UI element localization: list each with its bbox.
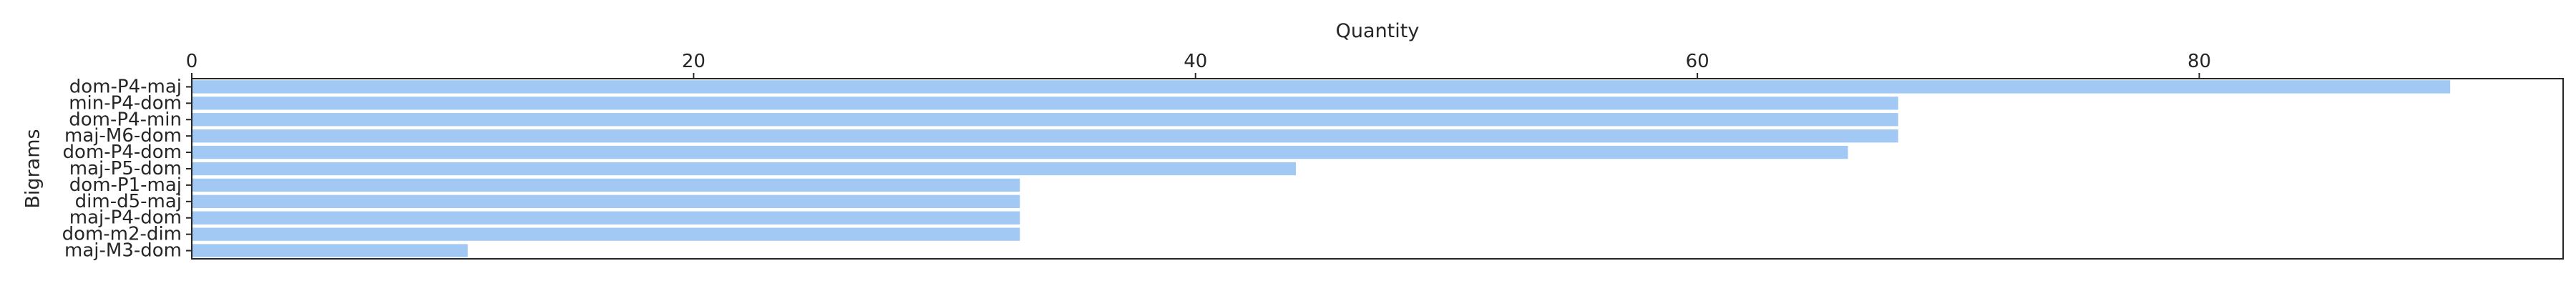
- y-tick-label: min-P4-dom: [69, 92, 182, 114]
- x-tick-label: 20: [682, 51, 706, 72]
- x-tick-label: 60: [1686, 51, 1709, 72]
- bar-dom-P4-min: [192, 113, 1898, 127]
- y-tick-label: maj-P4-dom: [69, 207, 182, 229]
- plot-frame: [191, 78, 2564, 260]
- x-axis-ticks: 0 20 40 60 80: [186, 51, 2211, 79]
- bar-dom-P4-dom: [192, 145, 1848, 159]
- bar-maj-P5-dom: [192, 162, 1297, 176]
- x-tick-label: 0: [186, 51, 198, 72]
- y-tick-label: dom-P4-maj: [69, 76, 182, 97]
- y-tick-label: dom-P1-maj: [69, 174, 182, 196]
- bar-maj-P4-dom: [192, 211, 1020, 225]
- x-axis-label: Quantity: [1336, 20, 1420, 42]
- bars-group: [192, 80, 2451, 257]
- y-tick-label: dim-d5-maj: [75, 191, 182, 212]
- bar-dom-P1-maj: [192, 178, 1020, 192]
- y-tick-label: maj-M3-dom: [64, 240, 182, 262]
- y-tick-label: dom-P4-min: [69, 109, 182, 130]
- y-tick-label: dom-m2-dim: [62, 224, 182, 245]
- bar-dom-m2-dim: [192, 227, 1020, 241]
- bar-maj-M6-dom: [192, 129, 1898, 143]
- bar-dom-P4-maj: [192, 80, 2451, 94]
- x-tick-label: 80: [2187, 51, 2211, 72]
- y-axis-ticks: dom-P4-majmin-P4-domdom-P4-minmaj-M6-dom…: [62, 76, 192, 262]
- bar-dim-d5-maj: [192, 194, 1020, 208]
- y-tick-label: dom-P4-dom: [63, 142, 182, 163]
- y-tick-label: maj-M6-dom: [64, 125, 182, 147]
- bar-min-P4-dom: [192, 97, 1898, 110]
- y-tick-label: maj-P5-dom: [69, 158, 182, 179]
- x-tick-label: 40: [1184, 51, 1207, 72]
- y-axis-label: Bigrams: [22, 129, 44, 208]
- bar-maj-M3-dom: [192, 244, 468, 257]
